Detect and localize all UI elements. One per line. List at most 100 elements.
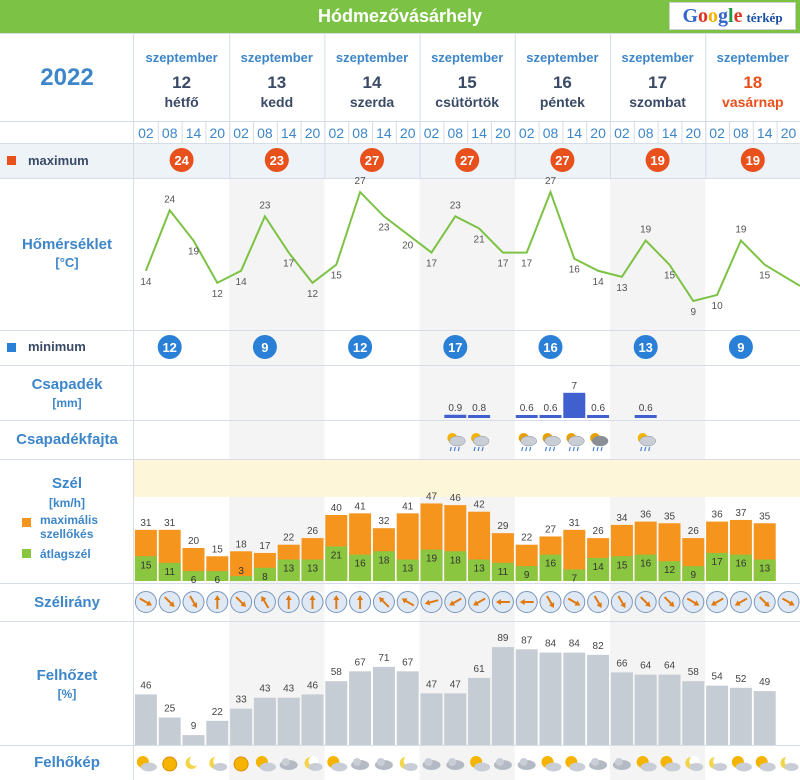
google-logo-letter: g xyxy=(718,5,728,27)
cloud-bar xyxy=(420,693,443,745)
cloud-icon xyxy=(474,762,491,772)
wind-dir-arrow xyxy=(449,597,462,606)
gust-legend-line1: maximális xyxy=(40,513,98,527)
max-circle xyxy=(264,148,289,172)
day-month: szeptember xyxy=(431,50,503,65)
temperature-point-label: 19 xyxy=(640,225,652,236)
cloud-value: 67 xyxy=(355,657,367,668)
precip-value: 0.6 xyxy=(544,403,558,414)
wind-arrow-shape xyxy=(189,595,198,609)
wind-avg-bar xyxy=(349,554,372,581)
cloud-bar xyxy=(349,671,372,745)
wind-avg-value: 13 xyxy=(402,564,414,575)
precip-type-drops xyxy=(544,446,556,452)
hour-label: 20 xyxy=(590,125,606,141)
wind-gust-value: 42 xyxy=(474,500,486,511)
moon-icon-cut xyxy=(189,756,200,766)
temperature-point-label: 23 xyxy=(450,200,462,211)
wind-band xyxy=(134,459,800,497)
google-logo: Google xyxy=(682,5,742,27)
precip-type-cloud xyxy=(544,435,561,447)
day-weekday: péntek xyxy=(540,94,585,110)
cloud-value: 47 xyxy=(450,679,462,690)
temperature-point-label: 9 xyxy=(691,307,697,318)
wind-avg-value: 18 xyxy=(378,555,390,566)
min-value: 16 xyxy=(543,340,557,355)
hour-label: 08 xyxy=(733,125,749,141)
wind-dir-arrow xyxy=(711,597,724,606)
cloud-icon-puff xyxy=(353,758,362,766)
cloud-icon-puff xyxy=(424,758,433,766)
day-number: 15 xyxy=(458,73,477,92)
wind-dir-arrow xyxy=(285,595,292,609)
wind-gust-value: 31 xyxy=(569,518,581,529)
wind-arrow-shape xyxy=(473,597,486,606)
map-link-label: térkép xyxy=(746,10,783,25)
wind-gust-value: 29 xyxy=(497,521,509,532)
hour-label: 08 xyxy=(257,125,273,141)
cloud-icon xyxy=(713,763,728,771)
precip-value: 0.6 xyxy=(639,403,653,414)
cloud-bar xyxy=(587,654,610,745)
hour-label: 02 xyxy=(709,125,725,141)
hour-label: 20 xyxy=(400,125,416,141)
max-value: 23 xyxy=(270,153,284,168)
day-number: 18 xyxy=(743,73,762,92)
temperature-point-label: 14 xyxy=(593,277,605,288)
hour-label: 20 xyxy=(781,125,797,141)
wind-dir-arrow xyxy=(519,599,534,605)
day-weekday: hétfő xyxy=(164,94,198,110)
wind-avg-bar xyxy=(706,552,729,581)
precip-type-cloud xyxy=(449,435,466,447)
min-circle xyxy=(633,335,658,359)
wind-avg-bar xyxy=(753,559,776,581)
temperature-line xyxy=(144,189,800,303)
cloud-value: 46 xyxy=(307,680,319,691)
wind-avg-bar xyxy=(253,567,276,581)
wind-arrow-shape xyxy=(567,597,581,606)
wind-gust-value: 34 xyxy=(616,513,628,524)
hour-label: 02 xyxy=(424,125,440,141)
cloud-bar xyxy=(634,674,657,745)
temperature-point-label: 20 xyxy=(402,240,414,251)
wind-arrow-shape xyxy=(309,595,316,609)
cloud-bar xyxy=(706,685,729,745)
precip-unit: [mm] xyxy=(52,396,81,410)
hour-label: 02 xyxy=(233,125,249,141)
wind-avg-value: 13 xyxy=(474,564,486,575)
day-month: szeptember xyxy=(145,50,217,65)
precip-bar xyxy=(515,415,538,418)
wind-avg-value: 16 xyxy=(735,559,747,570)
wind-gust-value: 46 xyxy=(450,493,462,504)
max-circle xyxy=(360,148,384,172)
temperature-point-label: 24 xyxy=(164,194,176,205)
hour-label: 02 xyxy=(519,125,535,141)
cloud-bar xyxy=(325,681,348,745)
precip-bar xyxy=(634,415,657,418)
temperature-point-label: 10 xyxy=(712,301,724,312)
cloud-value: 52 xyxy=(735,674,747,685)
wind-avg-bar xyxy=(325,546,348,581)
cloud-bar xyxy=(753,691,776,745)
cloud-icon xyxy=(331,762,348,772)
cloud-label: Felhőzet xyxy=(37,667,98,684)
day-weekday: szombat xyxy=(629,94,686,110)
wind-gust-value: 31 xyxy=(140,518,152,529)
wind-avg-bar xyxy=(372,551,395,581)
cloud-value: 54 xyxy=(712,672,724,683)
max-value: 24 xyxy=(174,153,189,168)
cloud-bar xyxy=(372,666,395,745)
max-circle xyxy=(645,148,670,172)
temperature-point-label: 16 xyxy=(569,265,581,276)
cloud-bar xyxy=(468,677,491,745)
day-number: 14 xyxy=(363,73,382,92)
google-map-link[interactable]: Google térkép xyxy=(669,2,796,30)
max-value: 27 xyxy=(460,153,474,168)
wind-avg-bar xyxy=(468,559,491,581)
wind-avg-bar xyxy=(610,556,633,581)
hour-label: 14 xyxy=(757,125,773,141)
wind-avg-value: 17 xyxy=(712,557,724,568)
wind-avg-bar xyxy=(277,559,300,581)
wind-gust-value: 20 xyxy=(188,536,200,547)
hour-label: 14 xyxy=(662,125,678,141)
